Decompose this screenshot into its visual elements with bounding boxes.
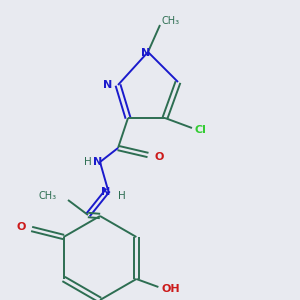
Text: H: H [118, 191, 126, 201]
Text: OH: OH [161, 284, 180, 294]
Text: O: O [17, 222, 26, 232]
Text: N: N [141, 48, 151, 58]
Text: H: H [84, 157, 92, 167]
Text: Cl: Cl [194, 125, 206, 135]
Text: N: N [101, 187, 111, 197]
Text: N: N [103, 80, 112, 90]
Text: N: N [93, 157, 103, 167]
Text: CH₃: CH₃ [162, 16, 180, 26]
Text: O: O [154, 152, 164, 162]
Text: CH₃: CH₃ [39, 191, 57, 201]
